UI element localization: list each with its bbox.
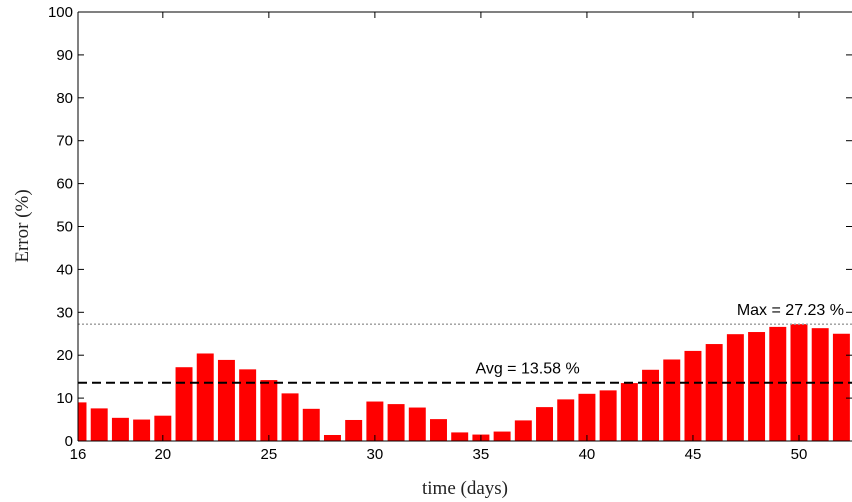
bar [536, 407, 554, 441]
bar [726, 334, 744, 441]
bar [663, 359, 681, 441]
y-axis-title: Error (%) [12, 189, 33, 262]
y-tick-label: 90 [56, 47, 73, 64]
bar [196, 353, 214, 441]
bar [620, 383, 638, 441]
bar [408, 407, 426, 441]
y-tick-label: 20 [56, 347, 73, 364]
bar [239, 369, 257, 441]
y-tick-label: 50 [56, 219, 73, 236]
bar [154, 415, 172, 441]
bar [133, 419, 151, 441]
bar [90, 408, 108, 441]
bar [366, 401, 384, 441]
bar [302, 408, 320, 441]
bar [811, 328, 829, 441]
bar [684, 350, 702, 441]
x-tick-label: 45 [685, 446, 702, 463]
bar [430, 419, 447, 441]
bar [260, 380, 278, 441]
bar [832, 333, 850, 441]
x-axis-title: time (days) [422, 478, 508, 499]
bar [578, 393, 596, 441]
bar [451, 432, 469, 441]
bar [557, 399, 575, 441]
bar [769, 326, 787, 441]
y-tick-label: 60 [56, 176, 73, 193]
y-tick-label: 70 [56, 133, 73, 150]
bar [493, 431, 511, 441]
y-tick-label: 30 [56, 304, 73, 321]
bar [748, 332, 766, 441]
max-label: Max = 27.23 % [737, 302, 844, 319]
bars-group [78, 324, 850, 441]
bar [642, 369, 660, 441]
x-tick-label: 25 [261, 446, 278, 463]
y-tick-label: 0 [65, 433, 73, 450]
x-tick-label: 20 [154, 446, 171, 463]
bar [323, 434, 341, 441]
bar [599, 390, 617, 441]
y-tick-label: 80 [56, 90, 73, 107]
bar [705, 344, 723, 441]
x-tick-label: 16 [70, 446, 87, 463]
x-tick-label: 35 [473, 446, 490, 463]
y-tick-label: 40 [56, 261, 73, 278]
bar [175, 367, 193, 441]
y-tick-label: 10 [56, 390, 73, 407]
bar [345, 419, 363, 441]
bar [514, 420, 532, 441]
x-tick-label: 50 [791, 446, 808, 463]
bar [217, 359, 235, 441]
x-tick-label: 40 [579, 446, 596, 463]
bar [387, 404, 405, 441]
bar [78, 402, 87, 441]
bar [111, 417, 129, 441]
bar [281, 393, 299, 441]
y-tick-label: 100 [48, 4, 73, 21]
axes: 0 10 20 30 40 50 60 70 80 90 100 16 20 25 30 35 40 45 50 [48, 4, 852, 463]
x-tick-label: 30 [367, 446, 384, 463]
avg-label: Avg = 13.58 % [475, 361, 579, 378]
